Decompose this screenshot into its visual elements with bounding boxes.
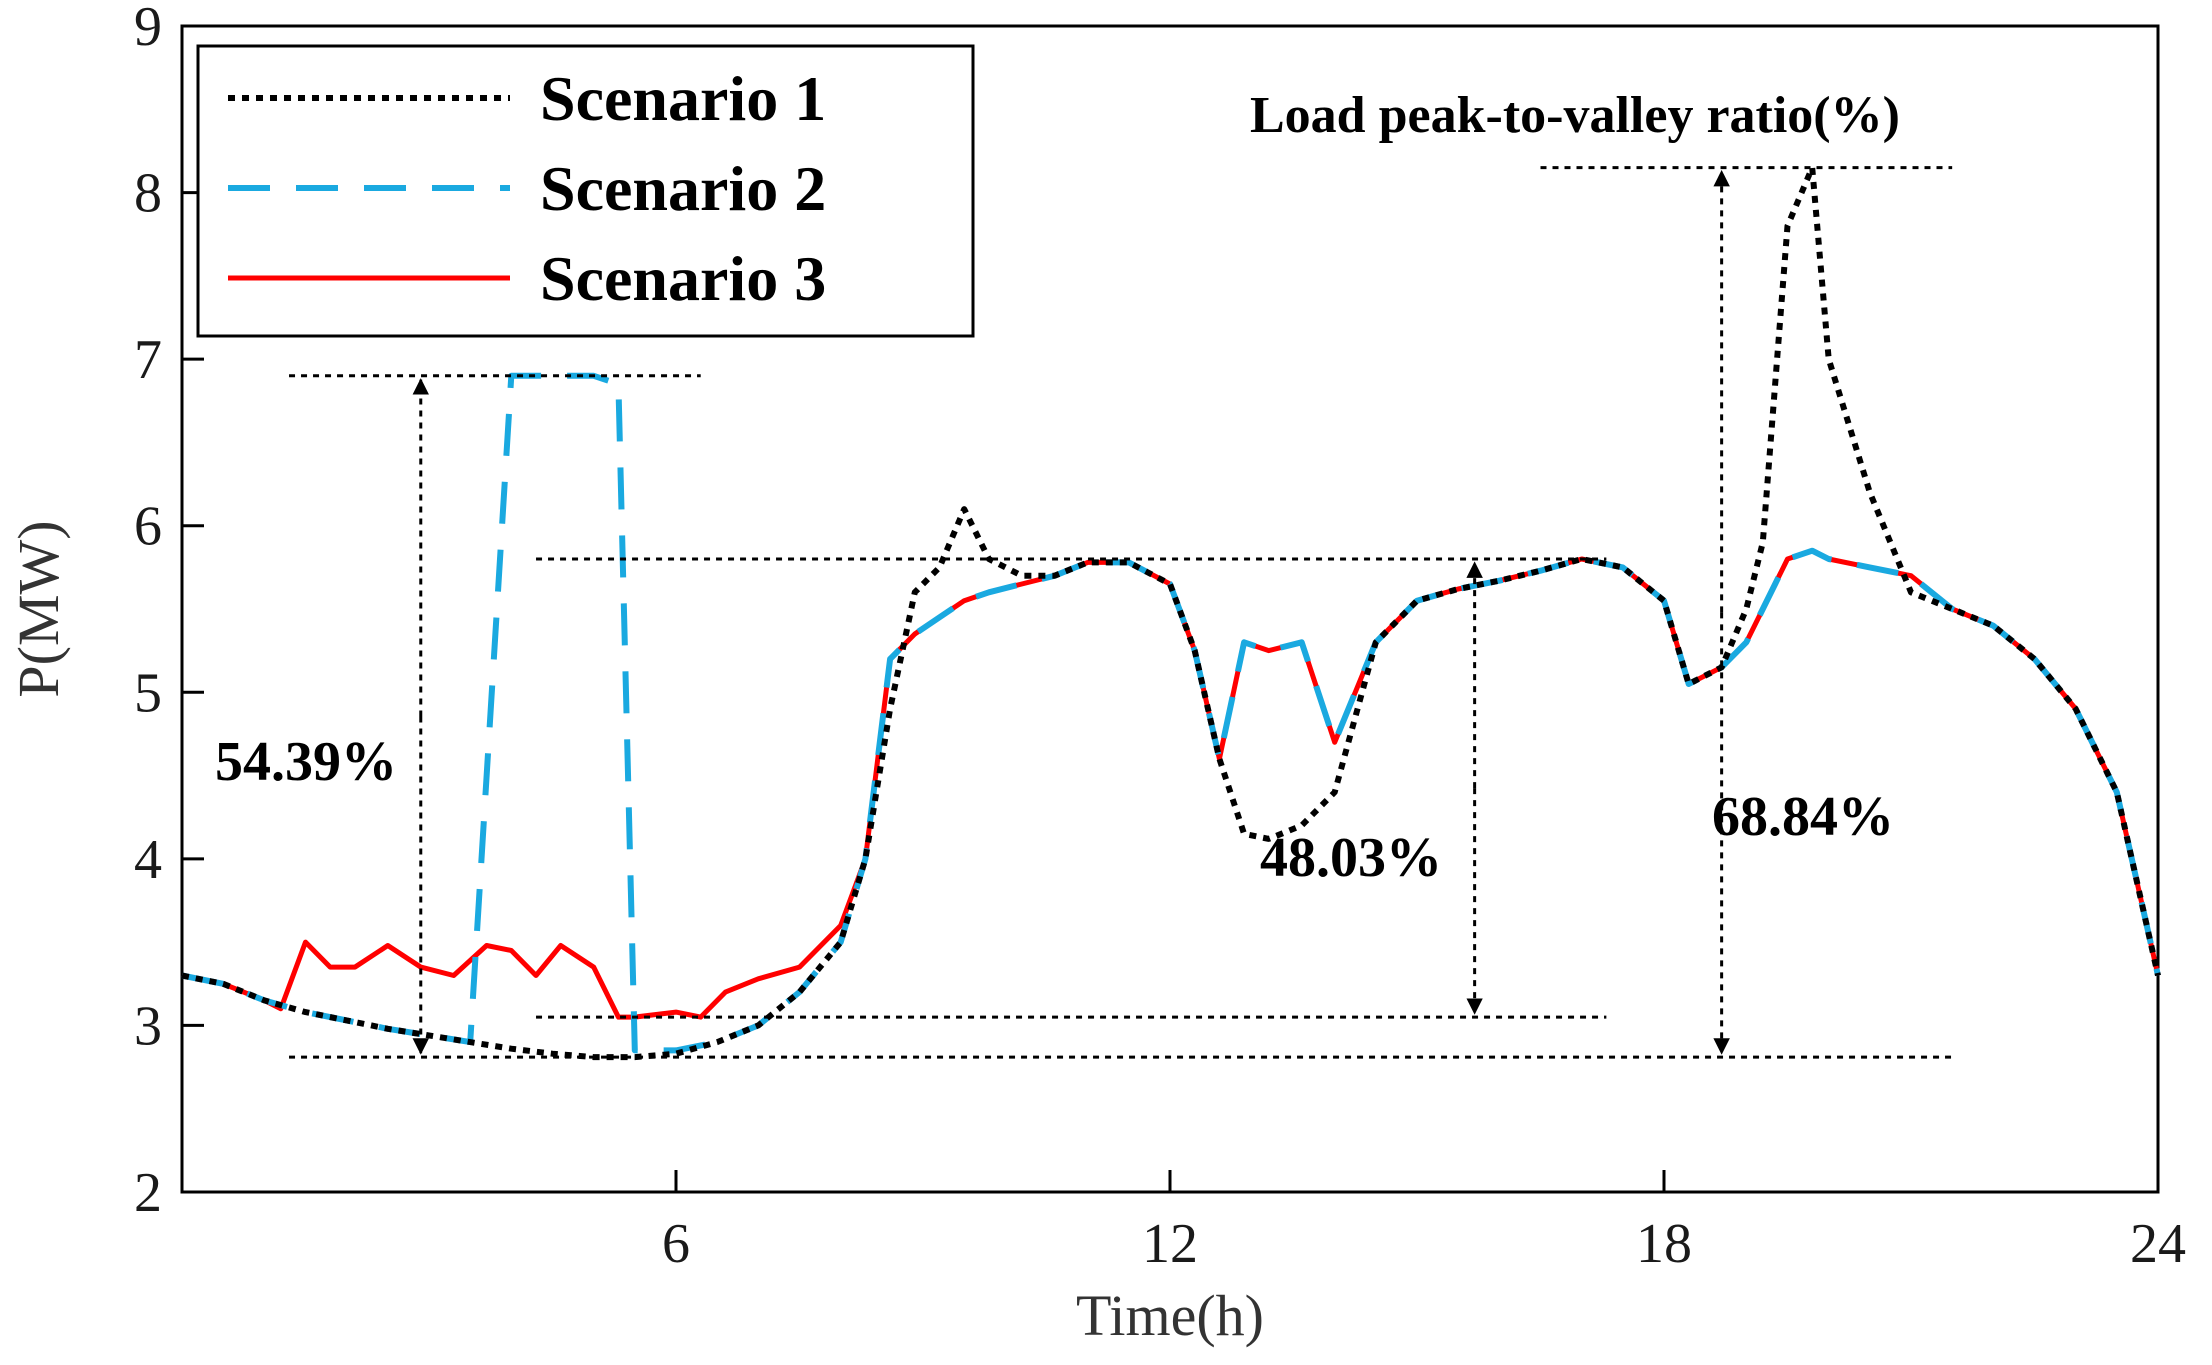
- y-tick-label: 6: [134, 496, 162, 558]
- series-line-scenario-2: [181, 372, 2161, 1054]
- ratio-label: 54.39%: [215, 731, 397, 793]
- legend-label: Scenario 3: [540, 243, 826, 314]
- annotation-title: Load peak-to-valley ratio(%): [1250, 87, 1900, 144]
- y-tick-label: 8: [134, 163, 162, 225]
- legend: Scenario 1 Scenario 2 Scenario 3: [196, 44, 975, 338]
- y-tick-label: 2: [134, 1162, 162, 1224]
- y-axis-label: P(MW): [6, 520, 71, 697]
- y-tick-label: 9: [134, 0, 162, 58]
- plot-area: [181, 164, 2161, 1061]
- axes: 2 3 4 5 6 7 8 9 6 12 18 24 Time(h) P(MW): [6, 0, 2186, 1348]
- ratio-label: 68.84%: [1712, 786, 1894, 848]
- x-tick-label: 24: [2130, 1213, 2186, 1275]
- series-line-scenario-1: [181, 164, 2161, 1061]
- x-tick-label: 12: [1142, 1213, 1198, 1275]
- series-line-scenario-3: [181, 548, 2161, 1020]
- legend-label: Scenario 1: [540, 63, 826, 134]
- y-tick-label: 5: [134, 662, 162, 724]
- legend-label: Scenario 2: [540, 153, 826, 224]
- y-tick-label: 7: [134, 329, 162, 391]
- x-tick-label: 6: [662, 1213, 690, 1275]
- y-tick-label: 3: [134, 995, 162, 1057]
- ratio-label: 48.03%: [1260, 827, 1442, 889]
- ratio-annotations: Load peak-to-valley ratio(%) 54.39% 48.03%…: [215, 87, 1953, 1059]
- x-axis-label: Time(h): [1076, 1283, 1264, 1348]
- y-tick-label: 4: [134, 829, 162, 891]
- x-tick-label: 18: [1636, 1213, 1692, 1275]
